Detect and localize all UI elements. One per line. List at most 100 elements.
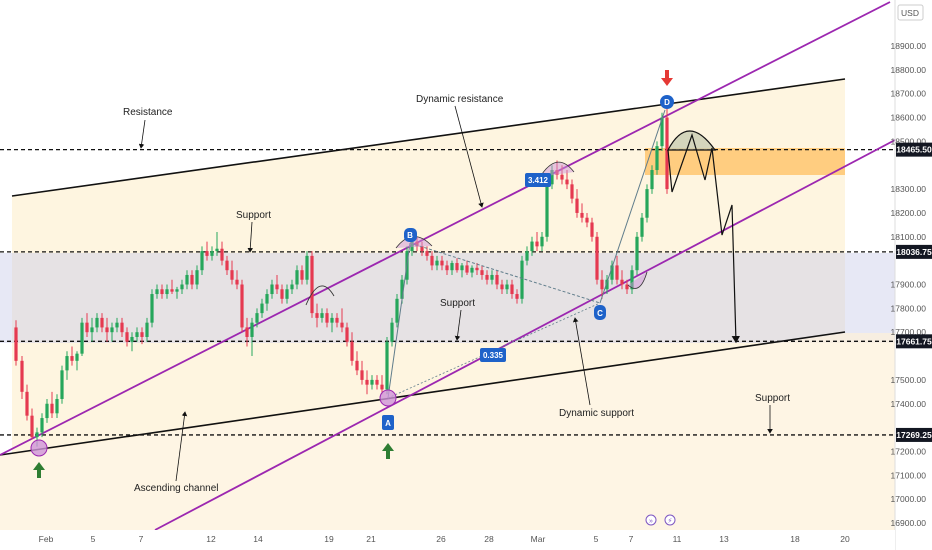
point-a-label: A [382,415,394,430]
candle-body [560,174,564,180]
event-icon[interactable]: » [645,514,657,526]
x-tick-label: 19 [324,534,334,544]
candle-body [500,284,504,290]
candle-body [435,260,439,266]
x-tick-label: 18 [790,534,800,544]
candle-body [235,279,239,285]
candle-body [495,274,499,285]
candle-body [525,251,529,261]
candle-body [425,251,429,256]
price-level-tag [896,142,932,157]
ratio-label-2: 0.335 [480,348,506,362]
y-tick-label: 18200.00 [891,208,927,218]
candle-body [30,415,34,438]
y-tick-label: 17800.00 [891,303,927,313]
candle-body [215,248,219,252]
label-resistance: Resistance [123,107,173,118]
candle-body [510,284,514,295]
y-tick-label: 18500.00 [891,136,927,146]
candle-body [160,289,164,295]
candle-body [85,322,89,333]
candle-body [585,217,589,223]
lightning-icon[interactable]: ⚡ [664,514,676,526]
candle-body [135,332,139,337]
x-tick-label: Feb [39,534,54,544]
price-level-value: 18036.75 [896,247,932,257]
candle-body [575,198,579,213]
candle-body [590,222,594,237]
candle-body [370,379,374,385]
point-c-label: C [594,305,606,320]
candle-body [655,146,659,171]
candle-body [595,236,599,280]
candle-body [70,356,74,361]
price-axis-bg [895,0,932,550]
candle-body [660,117,664,147]
candle-body [280,289,284,299]
candle-body [420,246,424,252]
resistance-line [11,78,846,197]
y-tick-label: 17400.00 [891,399,927,409]
candle-body [110,327,114,333]
candle-body [175,289,179,292]
x-tick-label: 21 [366,534,376,544]
x-tick-label: 11 [673,534,682,544]
arc-mid [305,285,335,306]
candle-body [330,317,334,323]
candle-body [165,289,169,295]
candle-body [155,289,159,295]
candle-body [315,313,319,318]
y-tick-label: 18300.00 [891,184,927,194]
candle-body [610,265,614,280]
candle-body [450,263,454,271]
candle-body [305,255,309,280]
x-tick-label: 12 [206,534,216,544]
candle-body [395,298,399,323]
dynamic-resistance-line [0,1,891,456]
up-arrow-icon [33,462,45,478]
candle-body [645,189,649,218]
candle-body [130,336,134,342]
pattern-leg-cd [599,109,666,304]
resistance-pointer [138,119,146,149]
candle-body [205,251,209,256]
candle-body [240,284,244,328]
candle-body [170,289,174,292]
candle-body [455,263,459,271]
supply-zone [645,148,845,175]
support-upper-pointer [247,221,254,253]
price-level-tag [896,244,932,259]
dynamic-resistance-pointer [454,105,484,208]
lower-fade-fill [0,333,895,550]
candle-body [245,327,249,337]
candle-body [385,341,389,390]
candle-body [210,251,214,256]
y-tick-label: 18700.00 [891,89,927,99]
x-tick-label: Mar [531,534,546,544]
candle-body [115,322,119,328]
y-tick-label: 18900.00 [891,41,927,51]
x-tick-label: 5 [594,534,599,544]
candle-body [80,322,84,354]
candle-body [290,284,294,290]
x-tick-label: 26 [436,534,446,544]
candle-body [515,294,519,299]
candle-body [480,270,484,275]
candle-body [265,294,269,304]
pattern-leg-ab [387,242,411,399]
point-d-label: D [660,95,674,109]
candle-body [340,322,344,328]
candle-body [345,327,349,342]
x-tick-label: 14 [253,534,263,544]
candle-body [600,279,604,290]
y-tick-label: 18800.00 [891,65,927,75]
candle-body [220,248,224,261]
x-tick-label: 28 [484,534,494,544]
candle-body [550,170,554,185]
candle-body [360,370,364,380]
candle-body [50,403,54,414]
candle-body [625,284,629,290]
candle-body [565,179,569,185]
y-tick-label: 17700.00 [891,327,927,337]
